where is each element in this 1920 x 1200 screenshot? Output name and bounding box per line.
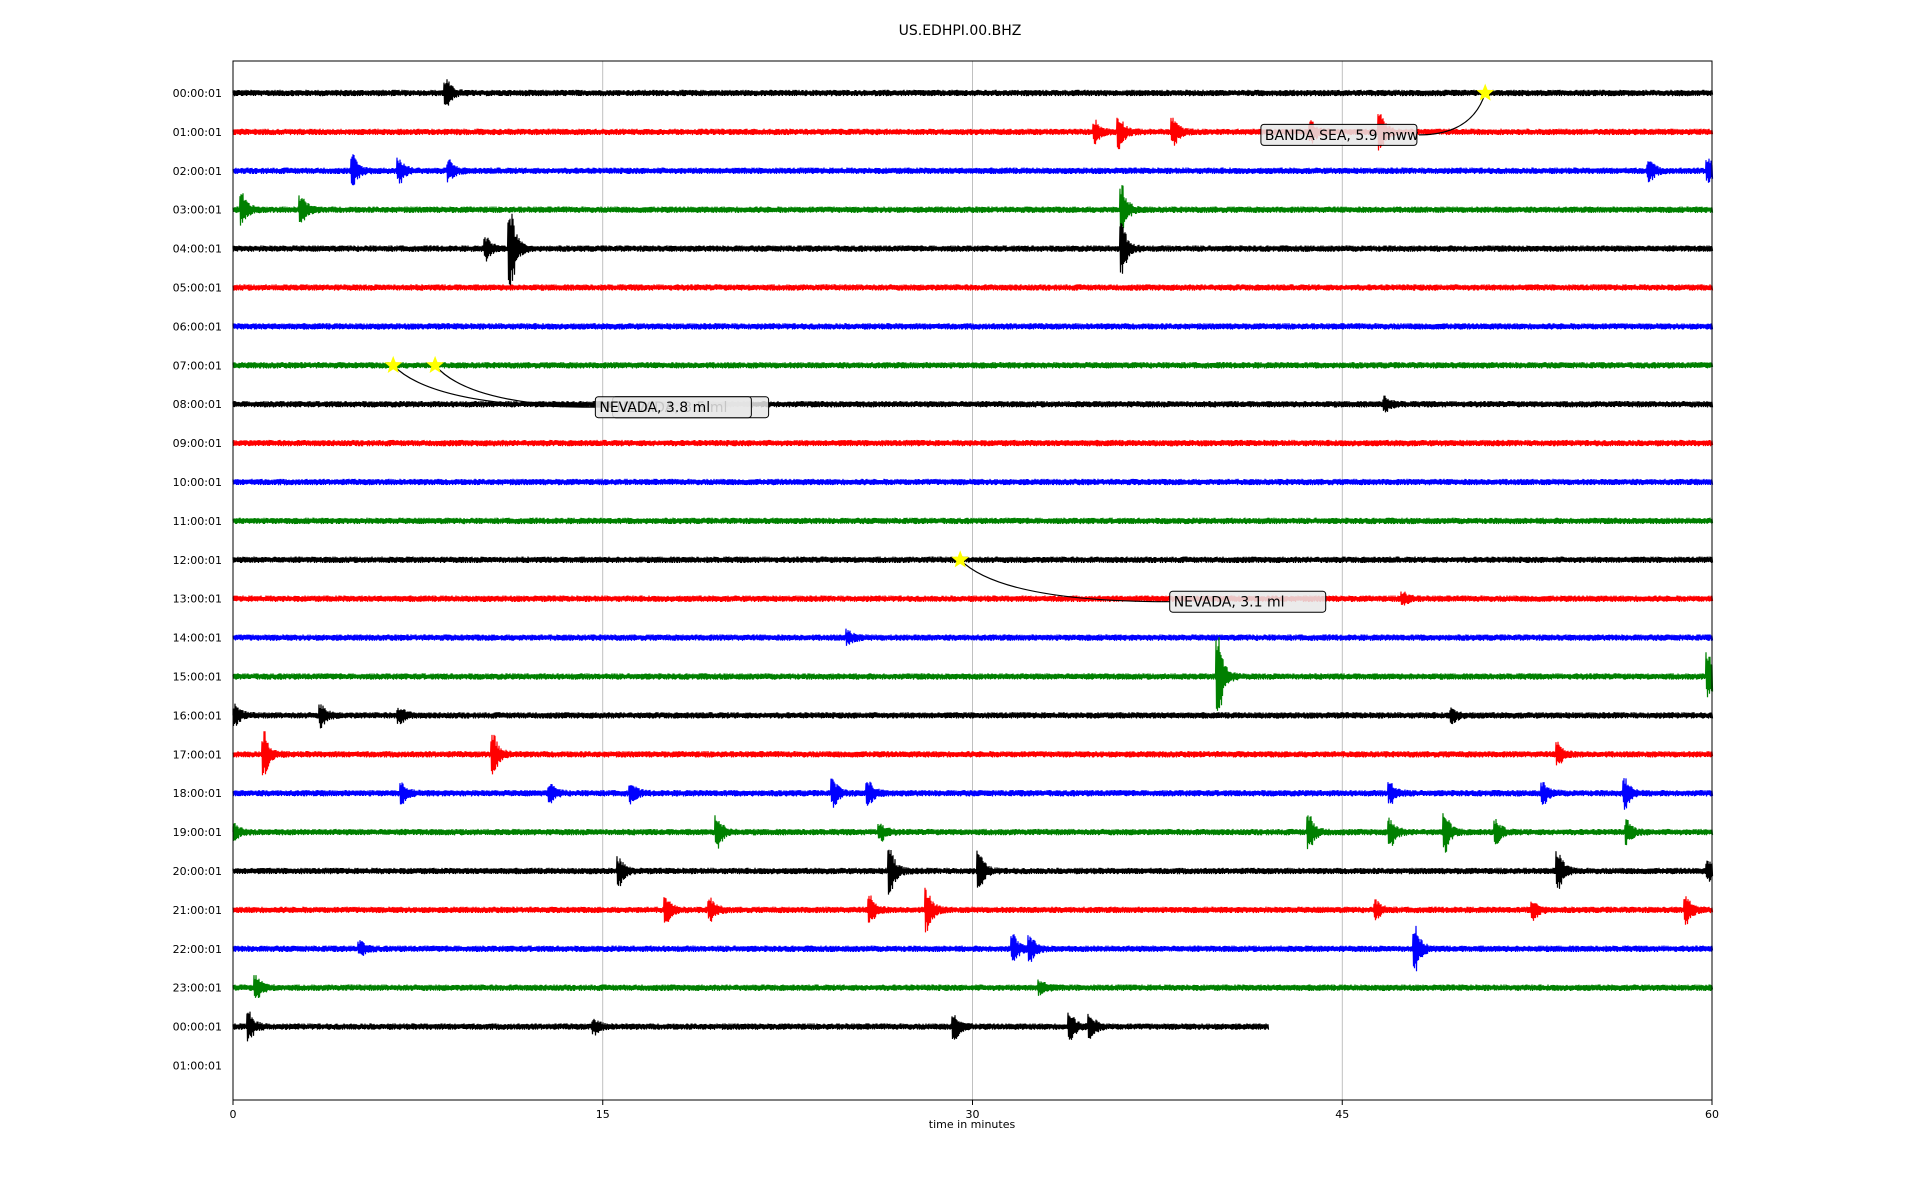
annotation-label: NEVADA, 3.8 ml — [599, 400, 710, 416]
x-tick-label: 60 — [1705, 1108, 1719, 1121]
seismic-trace — [232, 778, 1714, 810]
x-tick-label: 0 — [230, 1108, 237, 1121]
row-label: 14:00:01 — [173, 632, 222, 645]
row-label: 06:00:01 — [173, 320, 222, 333]
event-star-marker — [1476, 83, 1495, 101]
seismic-trace — [232, 556, 1714, 564]
row-label: 17:00:01 — [173, 748, 222, 761]
seismic-trace — [232, 731, 1714, 776]
x-tick-label: 30 — [966, 1108, 980, 1121]
event-star-marker — [951, 550, 970, 568]
annotation-box — [1169, 590, 1327, 613]
row-time-labels: 00:00:01 01:00:01 02:00:01 03:00:01 04:00:01… — [173, 87, 222, 1073]
seismic-trace — [232, 439, 1714, 447]
seismic-trace — [232, 395, 1714, 413]
row-label: 09:00:01 — [173, 437, 222, 450]
row-label: 04:00:01 — [173, 243, 222, 256]
seismic-trace — [232, 323, 1714, 330]
annotation-label: NEVADA, 3.1 ml — [1174, 595, 1285, 611]
seismic-trace — [232, 154, 1714, 186]
row-label: 00:00:01 — [173, 1021, 222, 1034]
row-label: 08:00:01 — [173, 398, 222, 411]
row-label: 18:00:01 — [173, 787, 222, 800]
row-label: 20:00:01 — [173, 865, 222, 878]
seismic-trace — [232, 849, 1714, 895]
seismic-trace — [232, 1011, 1270, 1042]
event-star-marker — [426, 355, 444, 373]
annotation-arrow — [392, 364, 596, 408]
row-label: 21:00:01 — [173, 904, 222, 917]
row-label: 03:00:01 — [173, 204, 222, 217]
chart-title: US.EDHPI.00.BHZ — [899, 23, 1022, 39]
row-label: 05:00:01 — [173, 282, 222, 295]
row-label: 07:00:01 — [173, 359, 222, 372]
row-label: 00:00:01 — [173, 87, 222, 100]
seismic-trace — [232, 637, 1714, 711]
seismic-trace — [232, 703, 1714, 729]
seismic-trace — [232, 362, 1714, 369]
row-label: 02:00:01 — [173, 165, 222, 178]
annotation-arrow — [434, 364, 613, 408]
row-label: 22:00:01 — [173, 943, 222, 956]
row-label: 16:00:01 — [173, 709, 222, 722]
x-axis-label: time in minutes — [929, 1118, 1016, 1131]
row-label: 11:00:01 — [173, 515, 222, 528]
seismic-trace — [232, 185, 1714, 233]
seismic-trace — [232, 813, 1714, 853]
seismic-trace — [232, 887, 1714, 933]
seismic-trace — [232, 517, 1714, 525]
seismic-trace — [232, 975, 1714, 999]
annotation-label: BANDA SEA, 5.9 mww — [1265, 128, 1419, 144]
x-tick-label: 15 — [596, 1108, 610, 1121]
grid-lines — [602, 61, 1343, 1100]
row-label: 19:00:01 — [173, 826, 222, 839]
annotation-box — [594, 396, 752, 419]
row-label: 12:00:01 — [173, 554, 222, 567]
seismic-trace — [232, 79, 1714, 106]
seismic-trace — [232, 213, 1714, 286]
x-tick-label: 45 — [1335, 1108, 1349, 1121]
annotation-box — [1260, 123, 1418, 146]
seismic-trace — [232, 284, 1714, 291]
annotation-arrow — [1418, 92, 1486, 136]
row-label: 10:00:01 — [173, 476, 222, 489]
row-label: 13:00:01 — [173, 593, 222, 606]
x-axis-ticks: 0 15 30 45 60 — [230, 1100, 1719, 1121]
row-label: 01:00:01 — [173, 1060, 222, 1073]
seismic-trace — [232, 925, 1714, 972]
seismic-trace — [232, 478, 1714, 486]
row-label: 23:00:01 — [173, 982, 222, 995]
seismic-trace — [232, 628, 1714, 646]
event-star-marker — [384, 355, 403, 373]
annotation-arrow — [959, 559, 1170, 603]
seismic-trace — [232, 114, 1714, 151]
row-label: 15:00:01 — [173, 671, 222, 684]
seismic-trace — [232, 591, 1714, 606]
row-label: 01:00:01 — [173, 126, 222, 139]
seismic-traces — [232, 79, 1714, 1042]
